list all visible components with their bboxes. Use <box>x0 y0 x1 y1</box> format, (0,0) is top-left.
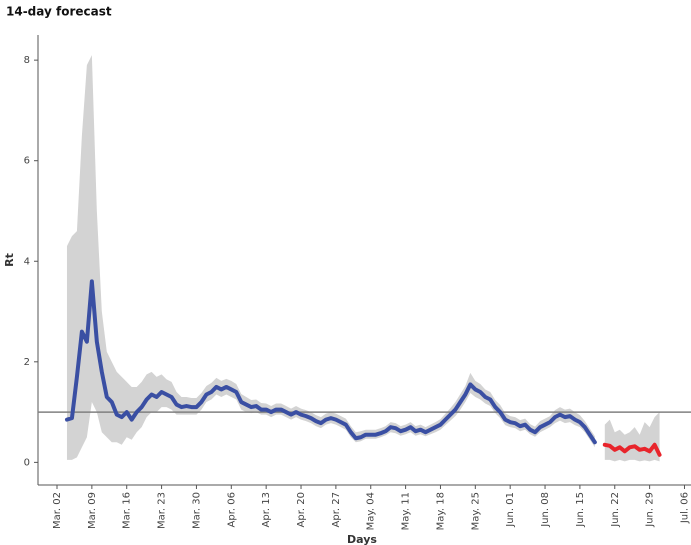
x-tick-label: Mar. 02 <box>52 492 63 529</box>
x-tick-label: May. 25 <box>470 492 481 530</box>
y-tick-label: 0 <box>24 457 30 468</box>
x-tick-label: May. 18 <box>435 492 446 530</box>
y-tick-label: 2 <box>24 357 30 368</box>
confidence-band <box>604 412 660 462</box>
x-tick-label: Mar. 09 <box>87 492 98 529</box>
x-tick-label: Mar. 23 <box>157 492 168 529</box>
x-tick-label: Jul. 06 <box>679 492 690 524</box>
x-tick-label: Jun. 22 <box>610 492 621 528</box>
x-tick-label: Jun. 15 <box>575 492 586 528</box>
x-tick-label: Apr. 20 <box>296 492 307 527</box>
y-axis-title: Rt <box>3 253 16 267</box>
x-tick-label: Apr. 27 <box>331 492 342 527</box>
y-tick-label: 6 <box>24 156 30 167</box>
x-tick-label: Jun. 08 <box>540 492 551 528</box>
chart-title: 14-day forecast <box>6 5 112 19</box>
x-tick-label: Jun. 29 <box>645 492 656 528</box>
x-axis-title: Days <box>347 533 377 545</box>
x-tick-label: Mar. 16 <box>122 492 133 529</box>
x-tick-label: Mar. 30 <box>191 492 202 529</box>
y-tick-label: 4 <box>24 256 30 267</box>
y-tick-label: 8 <box>24 55 30 66</box>
series-line <box>602 442 662 457</box>
x-tick-label: Apr. 13 <box>261 492 272 527</box>
series-line <box>64 279 597 445</box>
x-tick-label: May. 11 <box>401 492 412 530</box>
confidence-band <box>66 55 595 460</box>
x-tick-label: Jun. 01 <box>505 492 516 528</box>
x-tick-label: Apr. 06 <box>226 492 237 527</box>
x-tick-label: May. 04 <box>366 492 377 530</box>
